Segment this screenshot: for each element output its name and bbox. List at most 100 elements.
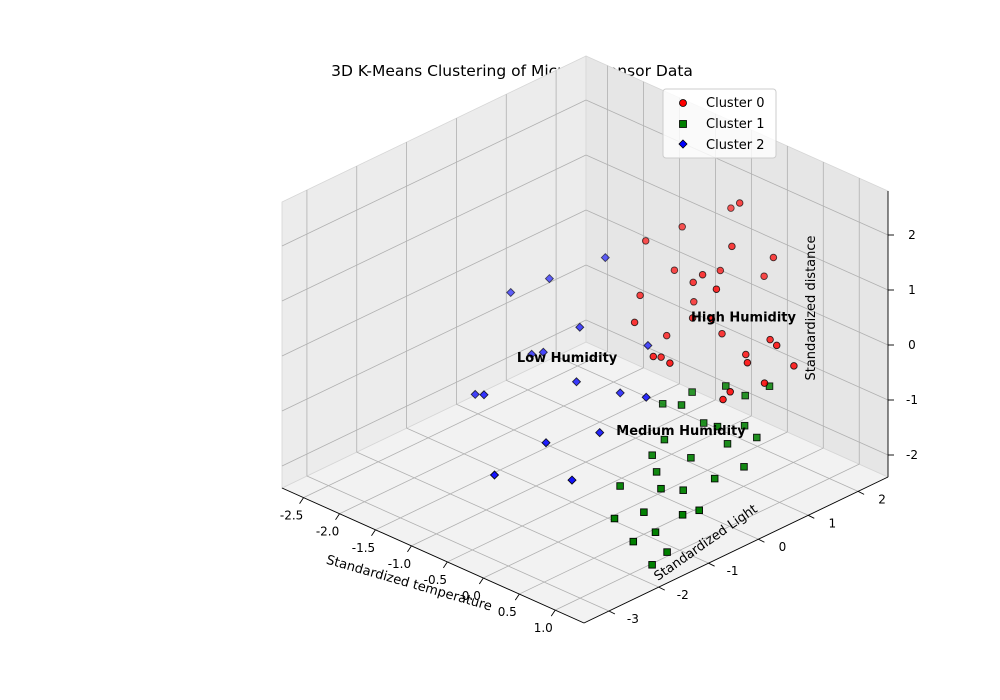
data-point-cluster-2: [470, 389, 480, 400]
grid-y-floor: [306, 475, 610, 612]
z-tick-label: -2: [906, 448, 918, 462]
data-point-cluster-0: [718, 329, 726, 338]
grid-x-floor: [411, 399, 716, 547]
x-tick-mark: [335, 513, 340, 520]
annotation-label: Low Humidity: [517, 351, 618, 366]
grid-z-back: [585, 99, 889, 236]
data-point-cluster-1: [679, 486, 687, 494]
x-tick-mark: [443, 561, 448, 569]
grid-z-left: [281, 319, 587, 467]
data-point-cluster-0: [735, 199, 744, 207]
data-point-cluster-2: [567, 475, 577, 485]
y-tick-label: -1: [727, 564, 739, 578]
data-point-cluster-0: [630, 318, 639, 327]
data-point-cluster-1: [663, 548, 671, 556]
grid-x-floor: [339, 367, 644, 515]
data-point-cluster-0: [742, 350, 750, 359]
legend-label-cluster-0: Cluster 0: [706, 96, 765, 111]
y-tick-label: -3: [627, 612, 639, 626]
data-point-cluster-0: [670, 266, 679, 274]
x-axis-line: [281, 487, 585, 624]
annotation-label: Medium Humidity: [616, 424, 746, 439]
data-point-cluster-2: [541, 438, 551, 448]
y-tick-mark: [808, 514, 815, 519]
x-tick-mark: [478, 577, 484, 585]
legend: Cluster 0 Cluster 1 Cluster 2: [662, 88, 777, 159]
data-point-cluster-0: [726, 388, 734, 396]
x-tick-label: -2.0: [316, 525, 339, 539]
z-tick-label: -1: [906, 393, 918, 407]
data-point-cluster-2: [544, 273, 555, 284]
data-point-cluster-1: [648, 561, 656, 569]
x-tick-mark: [514, 593, 520, 601]
grid-y-floor: [406, 427, 709, 564]
data-point-cluster-2: [538, 347, 548, 357]
legend-marker-cluster-2: [678, 139, 688, 149]
grid-z-back: [585, 264, 889, 401]
x-tick-label: -0.5: [424, 573, 447, 587]
grid-y-floor: [506, 379, 809, 516]
data-point-cluster-0: [698, 270, 707, 279]
data-point-cluster-0: [690, 298, 698, 306]
y-tick-label: 1: [828, 516, 836, 530]
legend-label-cluster-2: Cluster 2: [706, 138, 765, 153]
data-point-cluster-0: [689, 278, 697, 287]
z-axis-label: Standardized distance: [804, 235, 819, 380]
grid-z-back: [585, 319, 889, 456]
data-point-cluster-2: [575, 322, 585, 332]
x-tick-label: -2.5: [280, 509, 303, 523]
data-point-cluster-0: [649, 352, 658, 361]
data-point-cluster-1: [741, 391, 749, 400]
z-tick-label: 1: [908, 283, 916, 297]
data-point-cluster-1: [687, 454, 695, 462]
data-point-cluster-1: [652, 468, 661, 476]
data-point-cluster-0: [666, 359, 674, 367]
data-point-cluster-0: [766, 335, 774, 344]
data-point-cluster-0: [662, 331, 671, 340]
grid-x-floor: [483, 431, 788, 579]
z-tick-label: 2: [908, 228, 916, 242]
grid-x-floor: [375, 383, 680, 531]
data-point-cluster-0: [641, 237, 650, 245]
data-point-cluster-1: [723, 440, 732, 448]
data-point-cluster-0: [760, 379, 769, 387]
data-point-cluster-0: [688, 314, 697, 322]
y-tick-label: 2: [878, 492, 886, 506]
x-tick-mark: [407, 545, 412, 553]
x-tick-label: 0.5: [498, 605, 517, 619]
data-point-cluster-1: [678, 511, 687, 519]
data-point-cluster-0: [712, 285, 721, 293]
data-point-cluster-1: [713, 422, 722, 431]
data-point-cluster-2: [600, 252, 610, 263]
legend-label-cluster-1: Cluster 1: [706, 117, 765, 132]
legend-marker-cluster-0: [679, 99, 687, 107]
y-tick-mark: [708, 562, 715, 567]
data-point-cluster-2: [506, 287, 516, 298]
data-point-cluster-1: [616, 482, 624, 490]
chart-title: 3D K-Means Clustering of Microbit Sensor…: [331, 62, 693, 80]
grid-y-floor: [356, 451, 659, 588]
data-point-cluster-0: [728, 242, 736, 251]
grid-x-floor: [447, 415, 752, 563]
data-point-cluster-2: [615, 388, 625, 398]
y-tick-mark: [857, 490, 865, 495]
data-point-cluster-0: [743, 358, 752, 367]
annotations: High Humidity Medium Humidity Low Humidity: [517, 310, 797, 439]
data-point-cluster-0: [769, 253, 778, 262]
data-point-cluster-0: [760, 272, 768, 280]
data-point-cluster-0: [678, 223, 686, 231]
x-tick-mark: [371, 529, 376, 537]
x-tick-mark: [299, 497, 304, 504]
y-axis-line: [583, 476, 889, 624]
data-point-cluster-1: [660, 435, 669, 444]
data-point-cluster-2: [489, 470, 500, 480]
annotation-label: High Humidity: [691, 310, 797, 325]
data-point-cluster-1: [640, 508, 648, 516]
data-point-cluster-1: [610, 514, 619, 523]
data-point-cluster-2: [527, 349, 537, 359]
data-point-cluster-2: [479, 390, 489, 400]
grid-z-left: [281, 264, 587, 412]
grid-y-floor: [456, 403, 759, 540]
data-point-cluster-2: [643, 340, 653, 351]
data-point-cluster-1: [651, 528, 660, 536]
